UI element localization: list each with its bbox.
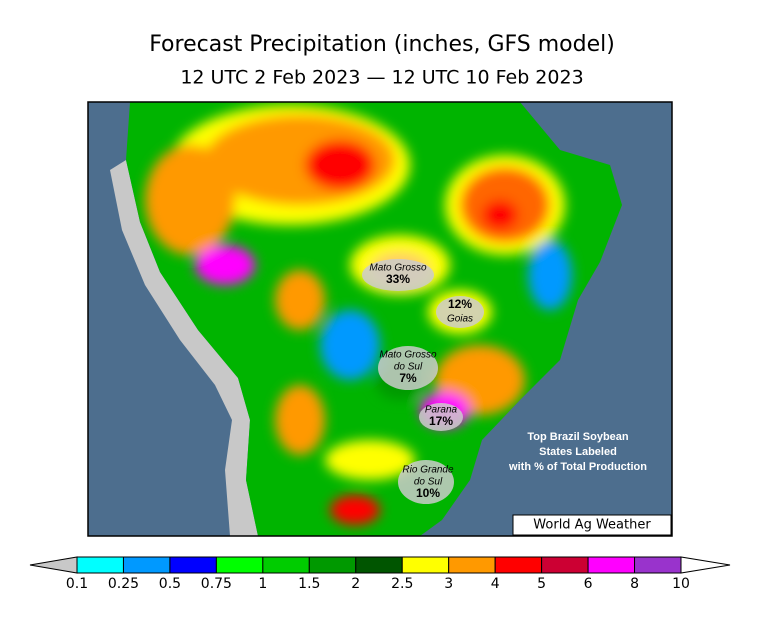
map xyxy=(88,102,672,536)
state-share: 12% xyxy=(448,297,472,311)
state-share: 33% xyxy=(386,272,410,286)
note: Top Brazil Soybean States Labeled with % o… xyxy=(508,431,647,473)
credit-box xyxy=(512,514,672,536)
colorbar-tick-label: 8 xyxy=(630,576,639,592)
color-box xyxy=(401,556,450,574)
colorbar-tick-label: 0.25 xyxy=(108,576,139,592)
color-box xyxy=(76,556,124,574)
color-box xyxy=(169,556,217,574)
colorbar-tick-label: 2 xyxy=(351,576,360,592)
state-name: do Sul xyxy=(414,477,443,488)
colorbar-tick-label: 0.5 xyxy=(159,576,181,592)
colorbar-tick-label: 0.1 xyxy=(66,576,88,592)
colorbar-tick-label: 1 xyxy=(258,576,267,592)
state-name: Goias xyxy=(447,314,473,325)
state-name: Mato Grosso xyxy=(369,263,427,274)
colorbar-tick-label: 3 xyxy=(444,576,453,592)
subtitle: 12 UTC 2 Feb 2023 — 12 UTC 10 Feb 2023 xyxy=(180,67,583,89)
colorbar: 0.1 0.25 0.5 0.75 1 1.5 2 2.5 3 4 5 6 8 10 xyxy=(29,556,731,592)
color-box xyxy=(494,556,543,574)
note-line: States Labeled xyxy=(539,446,617,458)
state-name: Parana xyxy=(425,405,458,416)
color-box xyxy=(215,556,264,574)
colorbar-tick-label: 10 xyxy=(672,576,690,592)
color-box xyxy=(587,556,636,574)
color-box xyxy=(448,556,496,574)
color-box xyxy=(122,556,171,574)
colorbar-tick-label: 4 xyxy=(491,576,500,592)
color-box xyxy=(541,556,589,574)
color-box xyxy=(262,556,310,574)
colorbar-tick-label: 1.5 xyxy=(298,576,320,592)
map-frame xyxy=(87,101,673,537)
color-box xyxy=(308,556,357,574)
colorbar-tick-label: 2.5 xyxy=(391,576,413,592)
state-name: Mato Grosso xyxy=(379,350,437,361)
colorbar-tick-label: 6 xyxy=(584,576,593,592)
state-share: 17% xyxy=(429,414,453,428)
state-share: 10% xyxy=(416,486,440,500)
colorbar-tick-label: 5 xyxy=(537,576,546,592)
state-name: do Sul xyxy=(394,362,423,373)
dry-coast xyxy=(110,160,258,536)
color-box xyxy=(355,556,403,574)
state-share: 7% xyxy=(399,371,417,385)
color-box xyxy=(634,556,682,574)
credit: World Ag Weather xyxy=(533,518,651,533)
state-highlights xyxy=(362,259,484,504)
colorbar-tick-label: 0.75 xyxy=(201,576,232,592)
state-name: Rio Grande xyxy=(402,465,454,476)
note-line: with % of Total Production xyxy=(508,461,647,473)
note-line: Top Brazil Soybean xyxy=(527,431,629,443)
title: Forecast Precipitation (inches, GFS mode… xyxy=(149,32,615,57)
